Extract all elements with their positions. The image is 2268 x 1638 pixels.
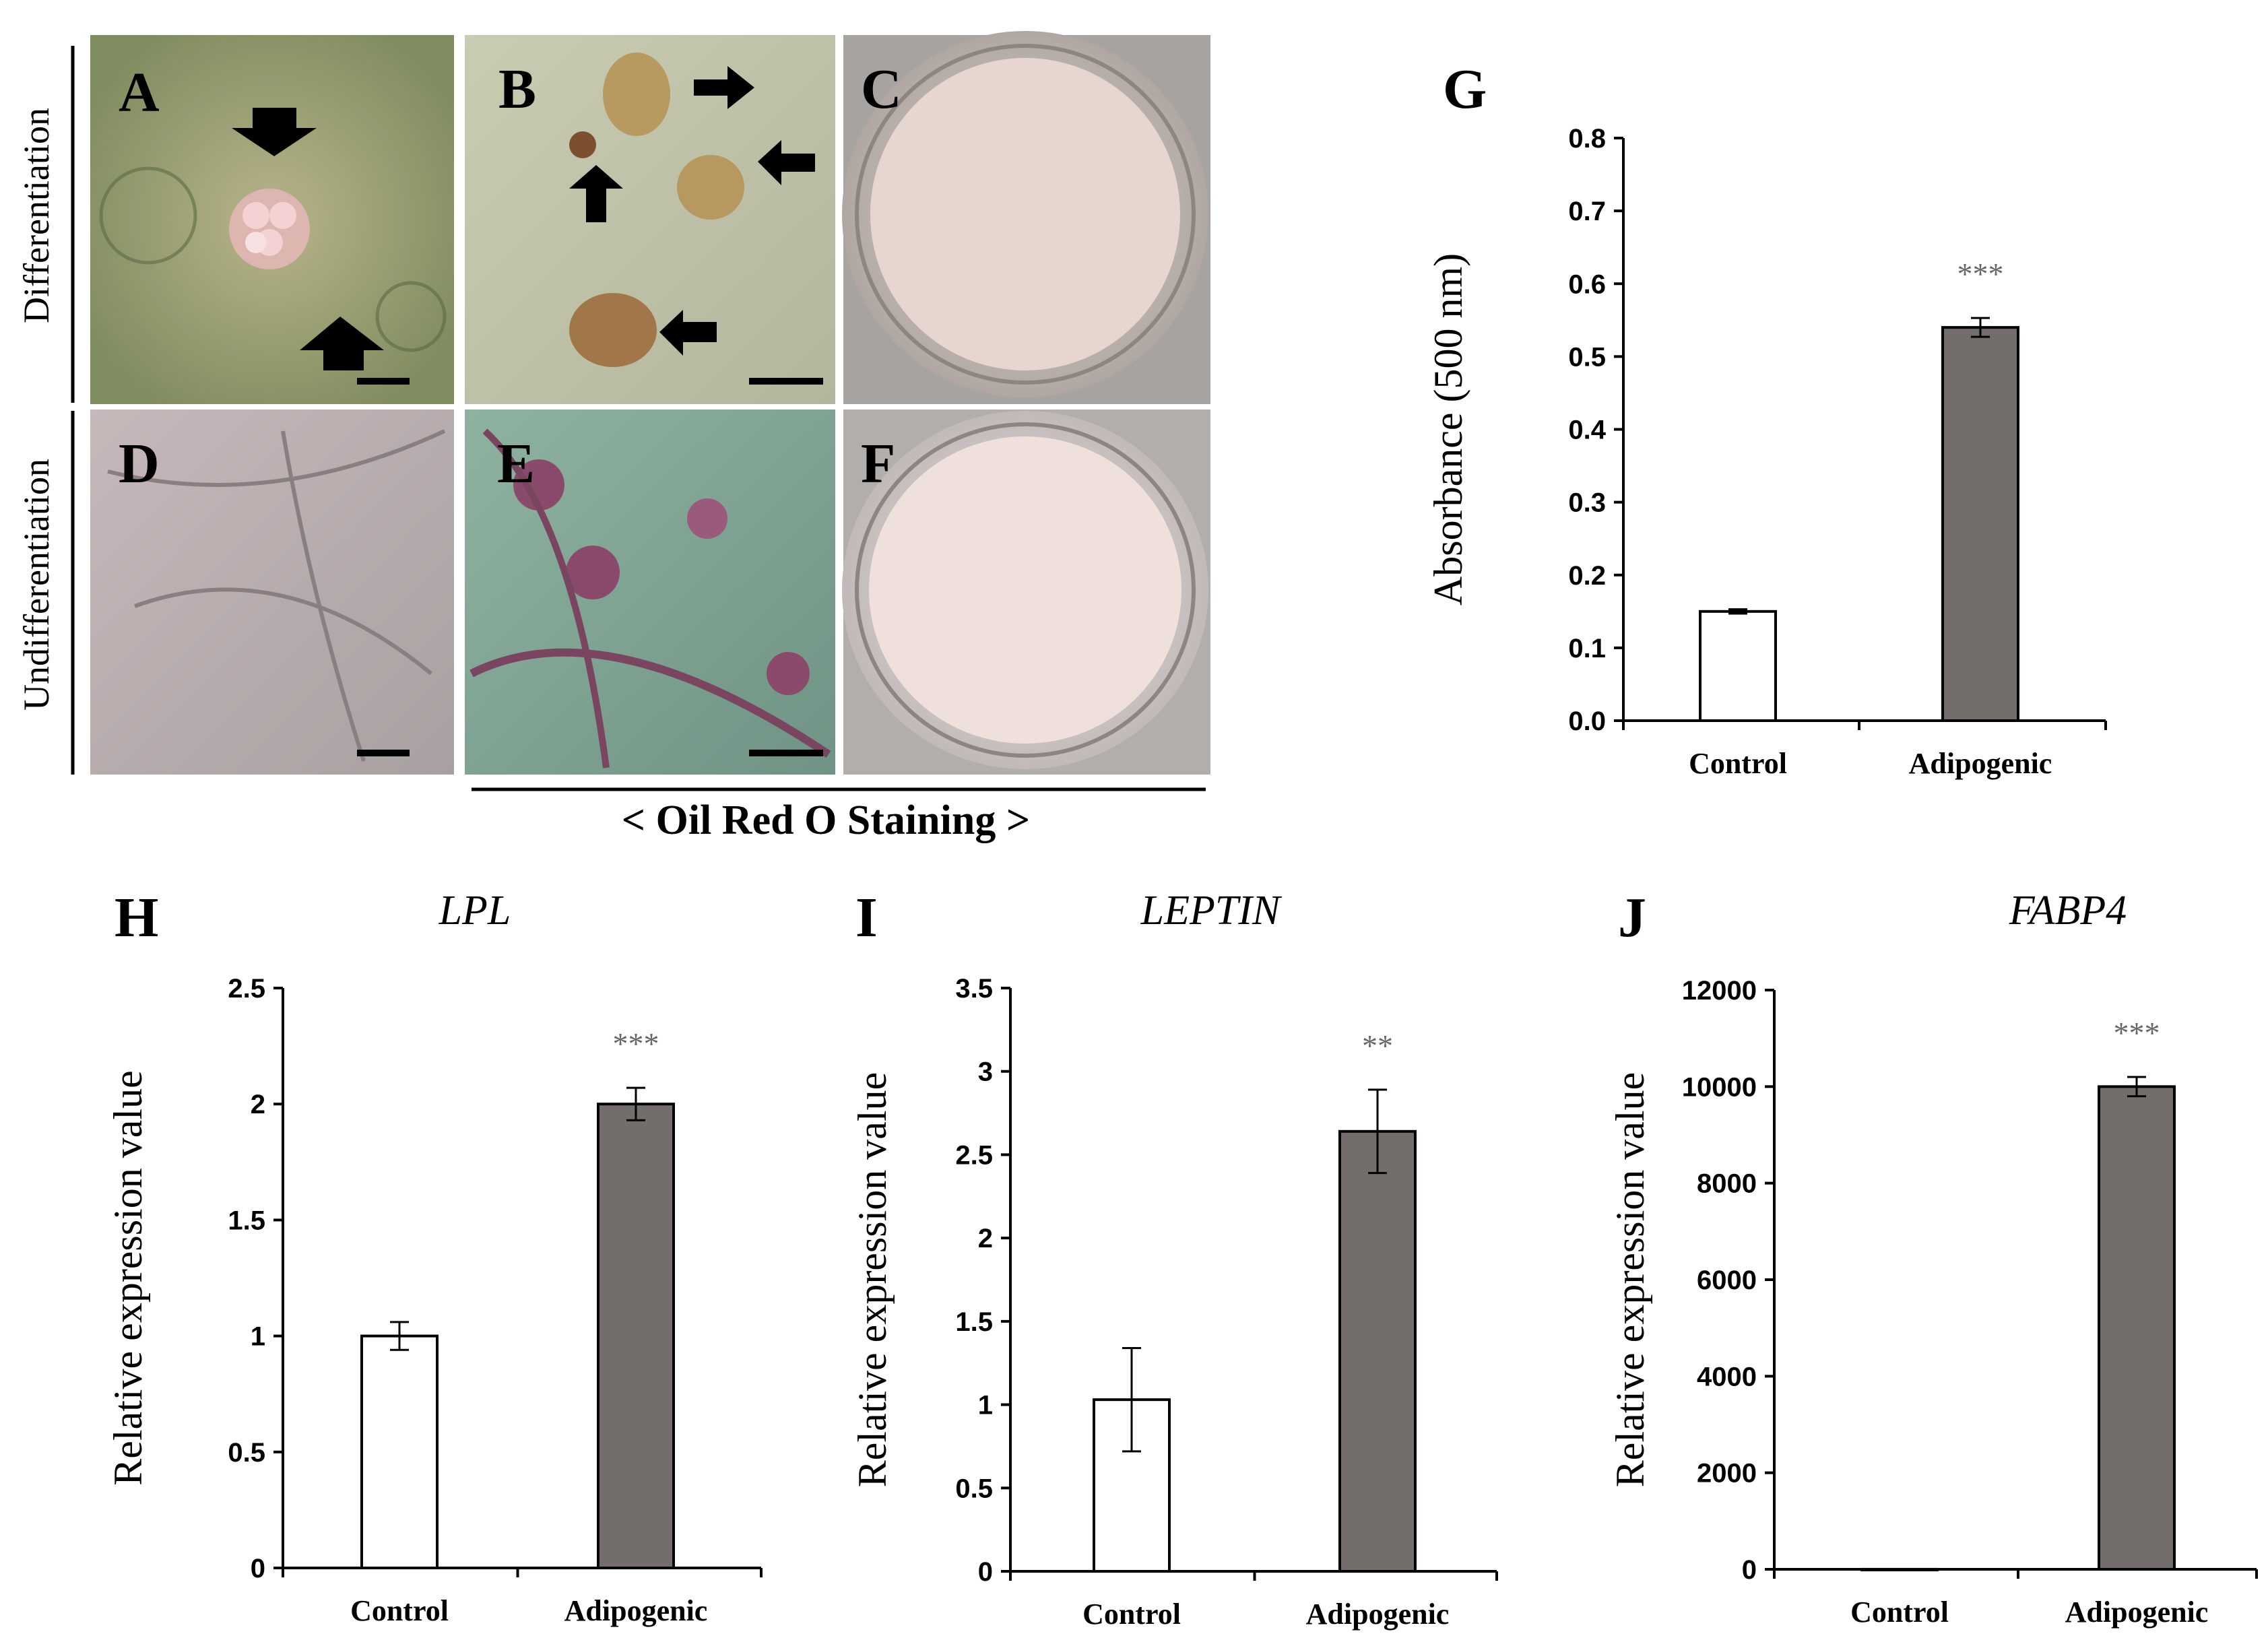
y-axis-label: Relative expression value bbox=[1608, 1072, 1652, 1487]
panel-letter-h: H bbox=[115, 886, 158, 949]
bar-adipogenic bbox=[597, 1103, 675, 1569]
chart-title: LEPTIN bbox=[1140, 888, 1283, 933]
micrograph-d bbox=[90, 410, 454, 775]
y-tick-label: 2 bbox=[978, 1224, 993, 1253]
y-tick-label: 1.5 bbox=[955, 1307, 993, 1337]
row-label-differentiation: Differentiation bbox=[16, 108, 57, 323]
chart-title: FABP4 bbox=[2009, 888, 2127, 933]
y-tick-label: 3.5 bbox=[955, 974, 993, 1004]
chart-h: H LPL Relative expression value 0 0.5 1 1.5 2 2.… bbox=[106, 886, 763, 1627]
category-label: Adipogenic bbox=[2065, 1596, 2209, 1629]
chart-i: I LEPTIN Relative expression value 0 0.5 1 1.5… bbox=[850, 886, 1498, 1631]
panel-letter-g: G bbox=[1443, 58, 1487, 121]
y-tick-label: 1.5 bbox=[228, 1206, 265, 1235]
y-tick-label: 0.7 bbox=[1568, 197, 1606, 226]
panel-letter-c: C bbox=[861, 58, 902, 121]
category-label: Control bbox=[350, 1594, 449, 1627]
panel-letter-a: A bbox=[119, 61, 160, 124]
significance-marker: ** bbox=[1362, 1028, 1393, 1063]
panel-letter-b: B bbox=[498, 58, 536, 121]
y-tick-label: 0.5 bbox=[1568, 342, 1606, 372]
category-label: Adipogenic bbox=[564, 1594, 708, 1627]
significance-marker: *** bbox=[613, 1026, 659, 1061]
y-tick-label: 0.5 bbox=[228, 1438, 265, 1468]
micrograph-e bbox=[465, 410, 835, 775]
y-tick-label: 0.1 bbox=[1568, 634, 1606, 663]
bar-control bbox=[1699, 610, 1777, 722]
y-tick-label: 12000 bbox=[1682, 976, 1757, 1006]
micrograph-b bbox=[465, 35, 835, 404]
panel-letter-i: I bbox=[855, 886, 878, 949]
y-tick-label: 0.8 bbox=[1568, 124, 1606, 154]
staining-label: < Oil Red O Staining > bbox=[622, 797, 1030, 843]
y-axis-label: Absorbance (500 nm) bbox=[1426, 253, 1470, 605]
micrograph-f bbox=[842, 410, 1210, 775]
bar-control bbox=[360, 1334, 439, 1569]
y-tick-label: 0.3 bbox=[1568, 488, 1606, 518]
y-tick-label: 6000 bbox=[1697, 1266, 1757, 1295]
y-tick-label: 4000 bbox=[1697, 1362, 1757, 1391]
y-tick-label: 0 bbox=[978, 1557, 993, 1587]
category-label: Adipogenic bbox=[1306, 1598, 1450, 1631]
y-tick-label: 10000 bbox=[1682, 1072, 1757, 1102]
category-label: Adipogenic bbox=[1909, 747, 2052, 780]
category-label: Control bbox=[1850, 1596, 1949, 1629]
y-axis-label: Relative expression value bbox=[850, 1072, 895, 1487]
panel-letter-d: D bbox=[119, 432, 160, 495]
y-tick-label: 0.5 bbox=[955, 1474, 993, 1503]
y-tick-label: 0 bbox=[251, 1554, 265, 1583]
panel-letter-f: F bbox=[861, 432, 895, 495]
panel-letter-e: E bbox=[497, 432, 535, 495]
y-axis-label: Relative expression value bbox=[106, 1070, 150, 1485]
significance-marker: *** bbox=[2114, 1016, 2160, 1050]
y-tick-label: 0.4 bbox=[1568, 416, 1606, 445]
y-tick-label: 0.2 bbox=[1568, 561, 1606, 591]
chart-g: G Absorbance (500 nm) 0.0 0.1 0.2 0.3 0.4 0.5 0.… bbox=[1426, 58, 2107, 780]
micrograph-a bbox=[90, 35, 454, 404]
chart-title: LPL bbox=[439, 888, 511, 933]
chart-j: J FABP4 Relative expression value 0 2000 4000… bbox=[1608, 886, 2258, 1629]
y-tick-label: 1 bbox=[251, 1322, 265, 1352]
bar-control bbox=[1860, 1567, 1939, 1571]
y-tick-label: 3 bbox=[978, 1057, 993, 1087]
y-tick-label: 2.5 bbox=[955, 1140, 993, 1170]
y-tick-label: 0.6 bbox=[1568, 269, 1606, 299]
y-tick-label: 2 bbox=[251, 1090, 265, 1119]
panel-letter-j: J bbox=[1618, 886, 1646, 949]
y-tick-label: 2000 bbox=[1697, 1459, 1757, 1488]
bar-adipogenic bbox=[1941, 326, 2019, 722]
category-label: Control bbox=[1689, 747, 1787, 780]
bar-adipogenic bbox=[2098, 1085, 2176, 1571]
bar-adipogenic bbox=[1338, 1129, 1417, 1573]
y-tick-label: 1 bbox=[978, 1391, 993, 1420]
y-tick-label: 0.0 bbox=[1568, 707, 1606, 736]
category-label: Control bbox=[1082, 1598, 1181, 1631]
row-label-undifferentiation: Undifferentiation bbox=[16, 459, 57, 711]
y-tick-label: 2.5 bbox=[228, 974, 265, 1004]
y-tick-label: 0 bbox=[1742, 1555, 1757, 1585]
micrograph-c bbox=[842, 31, 1210, 404]
y-tick-label: 8000 bbox=[1697, 1169, 1757, 1199]
significance-marker: *** bbox=[1957, 257, 2004, 291]
